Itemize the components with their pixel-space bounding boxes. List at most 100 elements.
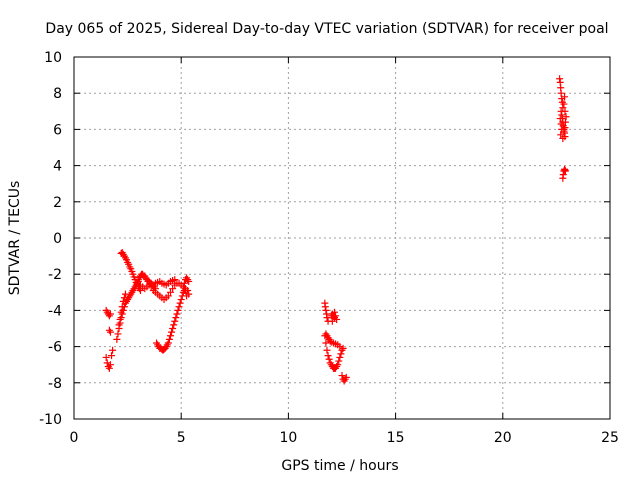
- data-point: [119, 297, 127, 305]
- x-tick-label: 25: [601, 430, 619, 446]
- data-point: [322, 306, 330, 314]
- x-tick-label: 15: [387, 430, 405, 446]
- data-point: [560, 100, 568, 108]
- y-tick-labels: -10 -8 -6 -4 -2 0 2 4 6 8 10: [39, 50, 62, 428]
- data-point: [180, 279, 188, 287]
- data-point: [106, 361, 114, 369]
- data-point: [109, 346, 117, 354]
- data-point: [118, 303, 126, 311]
- data-point: [337, 350, 345, 358]
- data-point: [336, 353, 344, 361]
- data-point: [559, 171, 567, 179]
- data-point: [168, 328, 176, 336]
- data-point: [322, 339, 330, 347]
- data-point: [171, 317, 179, 325]
- data-point: [559, 134, 567, 142]
- data-point: [171, 276, 179, 284]
- data-point: [179, 283, 187, 291]
- y-tick-label: -4: [48, 303, 62, 319]
- x-tick-label: 10: [279, 430, 297, 446]
- data-point: [120, 294, 128, 302]
- y-tick-label: 2: [53, 195, 62, 211]
- data-point: [562, 113, 570, 121]
- data-point: [333, 315, 341, 323]
- data-point: [183, 292, 191, 300]
- y-tick-label: 0: [53, 231, 62, 247]
- data-point: [336, 343, 344, 351]
- data-point: [169, 325, 177, 332]
- y-tick-label: -8: [48, 376, 62, 392]
- data-point: [561, 167, 569, 175]
- y-axis-label: SDTVAR / TECUs: [7, 181, 23, 296]
- data-point: [556, 115, 564, 123]
- data-point: [175, 303, 183, 311]
- data-point: [561, 107, 569, 115]
- data-point: [116, 315, 124, 323]
- data-point: [164, 292, 172, 300]
- data-point: [338, 372, 346, 380]
- data-point: [106, 328, 114, 336]
- data-point: [121, 290, 129, 298]
- y-tick-label: 10: [44, 50, 62, 66]
- data-point: [181, 286, 189, 294]
- data-point: [323, 314, 331, 322]
- y-tick-label: -2: [48, 267, 62, 283]
- data-point: [169, 285, 177, 293]
- data-point: [166, 332, 174, 340]
- x-tick-label: 0: [70, 430, 79, 446]
- data-point: [323, 346, 331, 354]
- data-point: [102, 353, 110, 361]
- data-point: [556, 75, 564, 83]
- y-tick-label: -6: [48, 340, 62, 356]
- data-point: [561, 93, 569, 101]
- data-point: [561, 118, 569, 126]
- chart-title: Day 065 of 2025, Sidereal Day-to-day VTE…: [45, 21, 608, 37]
- grid-lines: [74, 57, 610, 419]
- data-points: [102, 75, 570, 385]
- axis-ticks: [73, 56, 611, 420]
- data-point: [558, 111, 566, 119]
- data-point: [324, 352, 332, 360]
- x-tick-label: 20: [494, 430, 512, 446]
- data-point: [165, 335, 173, 343]
- data-point: [328, 317, 336, 325]
- x-tick-labels: 0 5 10 15 20 25: [70, 430, 619, 446]
- x-tick-label: 5: [177, 430, 186, 446]
- data-point: [176, 299, 184, 307]
- data-point: [173, 310, 181, 318]
- data-point: [557, 89, 565, 97]
- data-point: [185, 277, 193, 285]
- data-point: [557, 120, 565, 128]
- data-point: [332, 312, 340, 320]
- y-tick-label: 6: [53, 122, 62, 138]
- data-point: [325, 355, 333, 363]
- data-point: [105, 364, 113, 372]
- data-point: [105, 326, 113, 334]
- data-point: [335, 357, 343, 365]
- data-point: [172, 314, 180, 322]
- data-point: [170, 321, 178, 329]
- data-point: [114, 330, 122, 338]
- data-point: [117, 308, 125, 316]
- data-point: [557, 131, 565, 139]
- y-tick-label: 4: [53, 159, 62, 175]
- data-point: [166, 288, 174, 296]
- data-point: [174, 306, 182, 314]
- data-point: [108, 352, 116, 360]
- data-point: [177, 296, 185, 304]
- data-point: [330, 308, 338, 316]
- x-axis-label: GPS time / hours: [281, 458, 398, 474]
- data-point: [342, 373, 350, 381]
- data-point: [559, 104, 567, 112]
- data-point: [164, 339, 172, 347]
- data-point: [560, 127, 568, 135]
- data-point: [113, 335, 121, 343]
- data-point: [106, 310, 114, 318]
- y-tick-label: -10: [39, 412, 62, 428]
- data-point: [115, 321, 123, 329]
- data-point: [321, 303, 329, 311]
- data-point: [147, 283, 155, 291]
- y-tick-label: 8: [53, 86, 62, 102]
- data-point: [334, 361, 342, 369]
